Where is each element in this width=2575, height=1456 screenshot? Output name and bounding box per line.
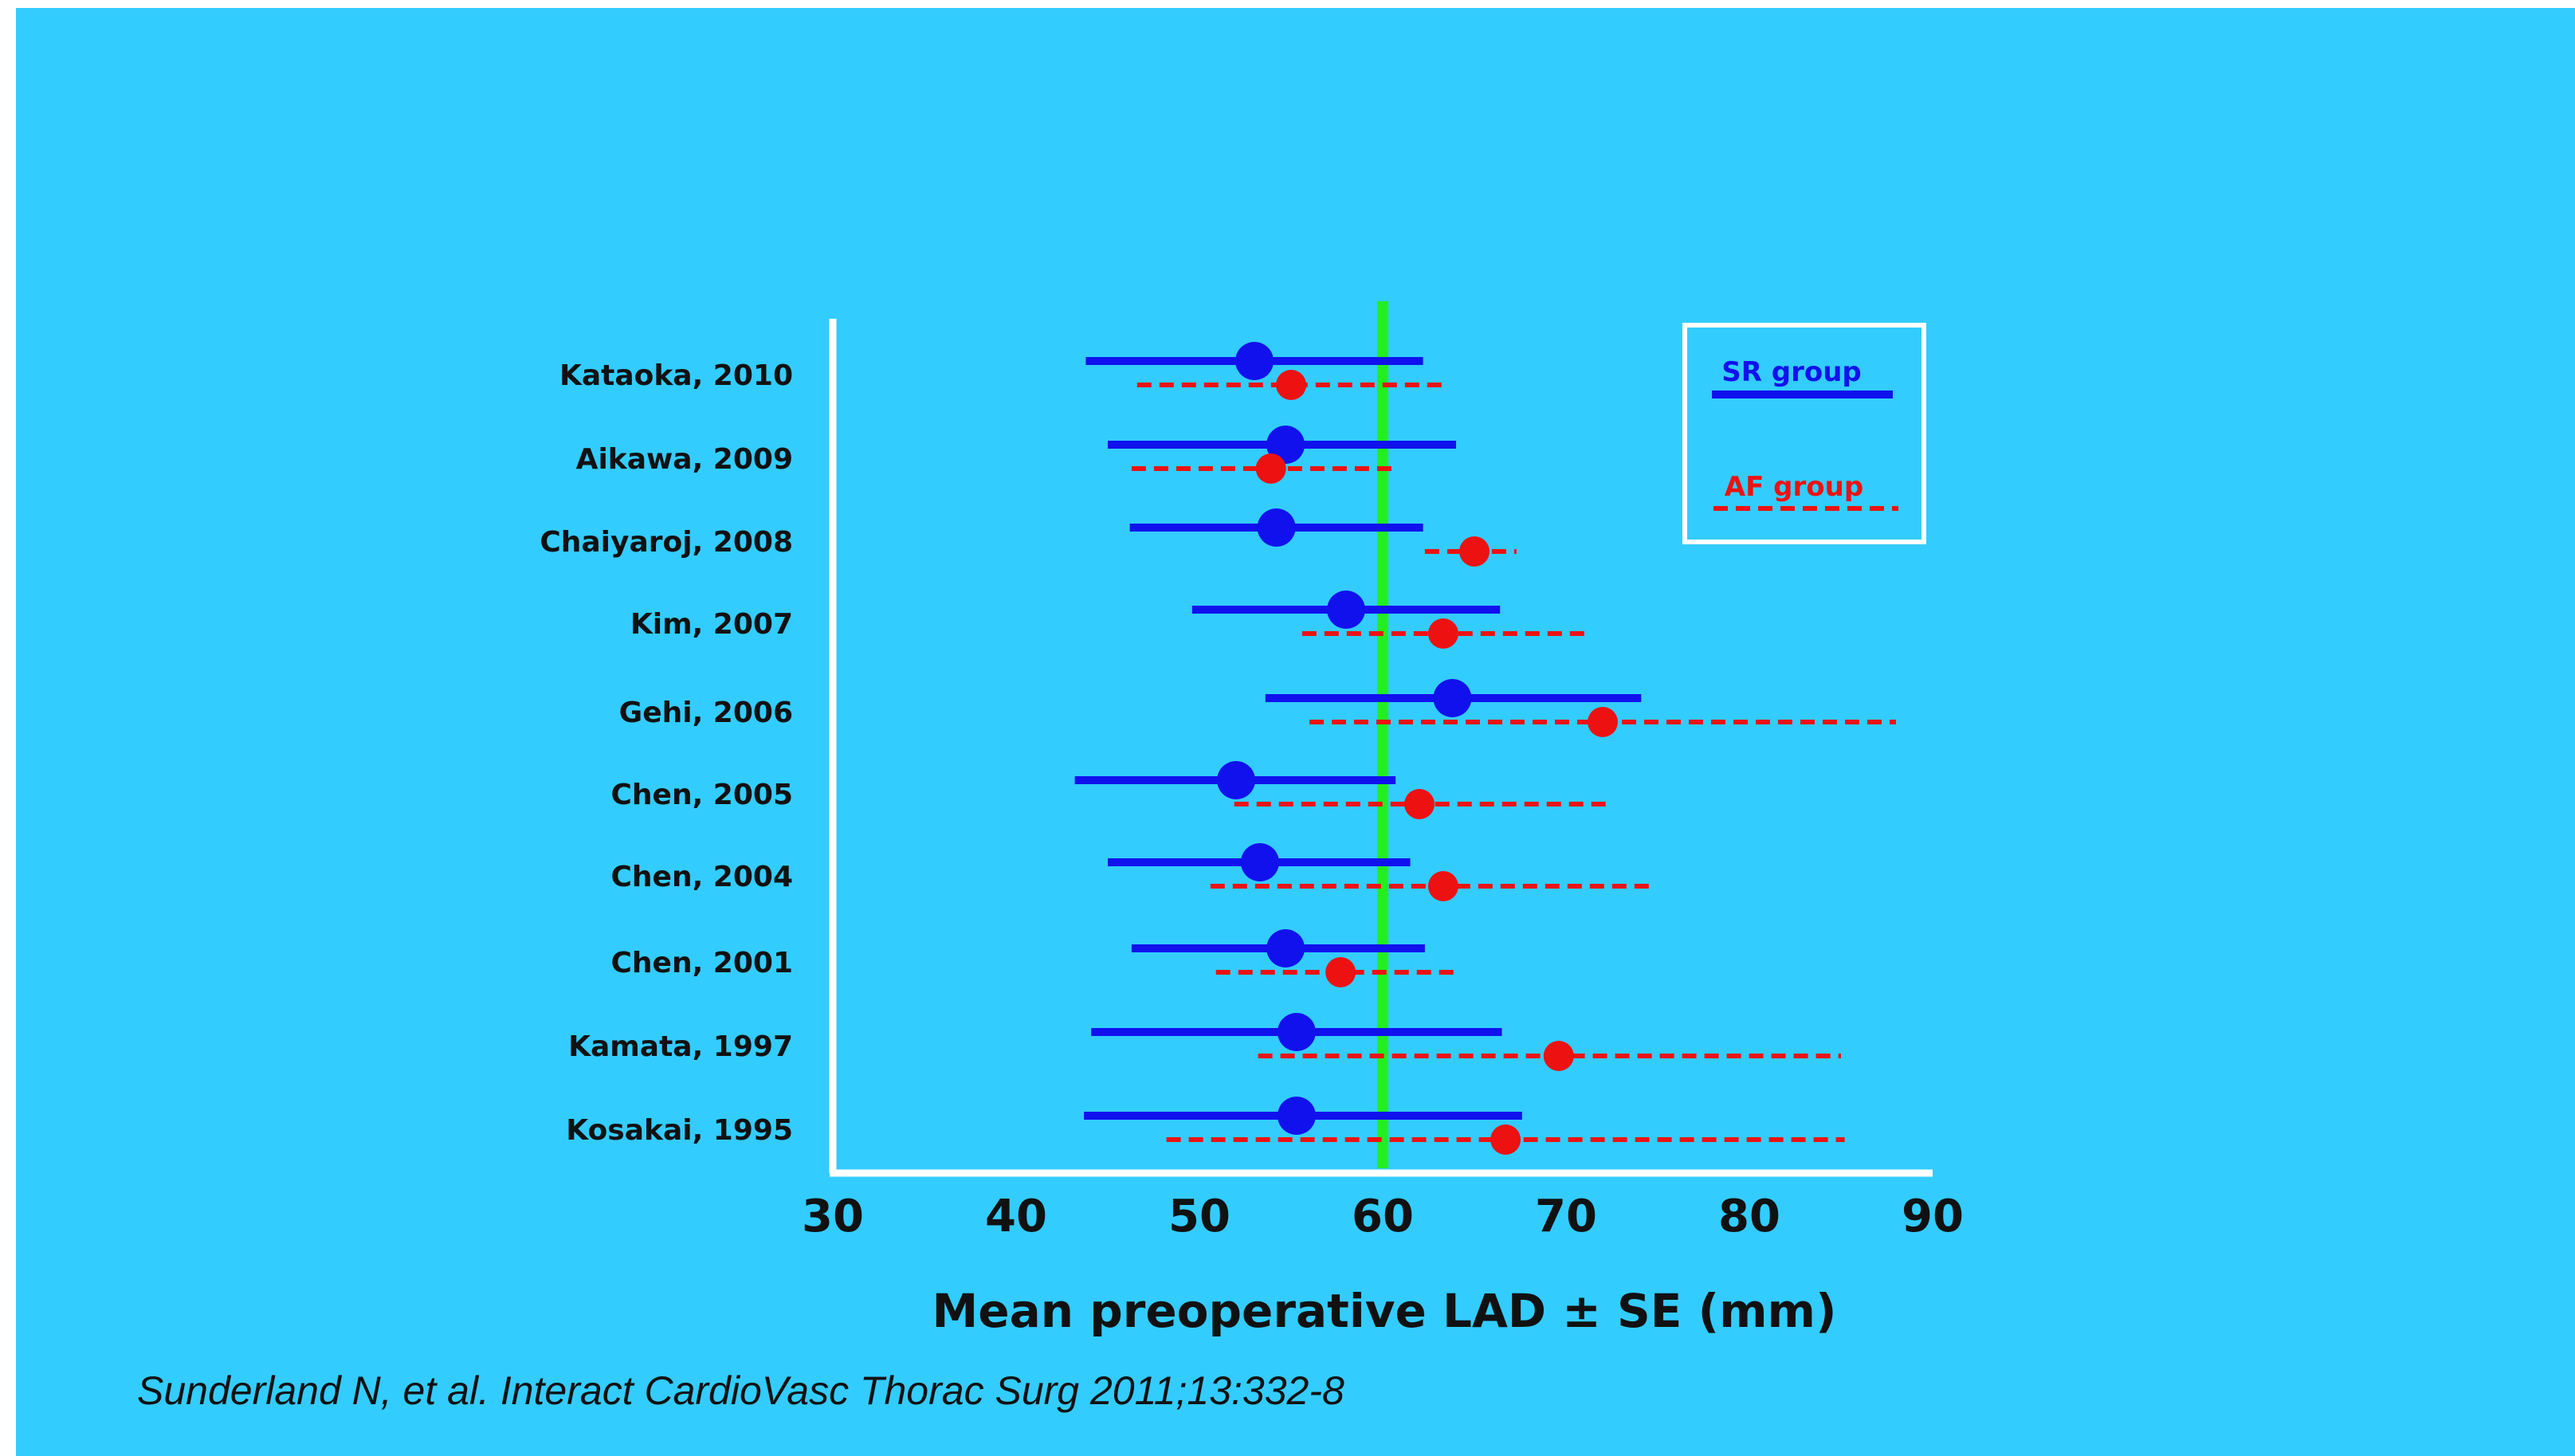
study-label: Chaiyaroj, 2008 (540, 526, 793, 559)
af-mean-point (1543, 1041, 1574, 1071)
study-label: Chen, 2001 (611, 947, 794, 979)
series-marks (1074, 342, 1896, 1155)
citation: Sunderland N, et al. Interact CardioVasc… (137, 1368, 1344, 1413)
sr-mean-point (1327, 591, 1365, 629)
study-label: Kataoka, 2010 (559, 359, 793, 392)
study-label: Gehi, 2006 (619, 697, 793, 729)
af-mean-point (1427, 871, 1458, 901)
x-tick-label: 40 (985, 1191, 1047, 1242)
forest-plot: Kataoka, 2010 Aikawa, 2009 Chaiyaroj, 2008… (540, 301, 1964, 1338)
study-label: Kosakai, 1995 (566, 1114, 793, 1147)
af-mean-point (1459, 536, 1490, 567)
sr-mean-point (1235, 342, 1274, 380)
af-mean-point (1255, 453, 1286, 484)
study-label: Chen, 2004 (611, 861, 794, 893)
legend: SR group AF group (1682, 323, 1926, 544)
study-label: Chen, 2005 (611, 779, 794, 811)
af-mean-point (1427, 618, 1458, 649)
sr-mean-point (1433, 679, 1472, 717)
legend-box (1682, 323, 1926, 544)
slide-background: Kataoka, 2010 Aikawa, 2009 Chaiyaroj, 2008… (16, 8, 2575, 1456)
x-tick-label: 60 (1352, 1191, 1414, 1242)
sr-mean-point (1277, 1097, 1316, 1135)
study-label: Aikawa, 2009 (576, 443, 793, 476)
study-labels: Kataoka, 2010 Aikawa, 2009 Chaiyaroj, 2008… (540, 359, 793, 1147)
study-label: Kamata, 1997 (568, 1030, 793, 1063)
sr-mean-point (1266, 929, 1305, 967)
sr-mean-point (1266, 426, 1305, 464)
x-tick-label: 50 (1168, 1191, 1231, 1242)
af-mean-point (1325, 957, 1356, 987)
sr-mean-point (1240, 843, 1279, 881)
x-tick-label: 30 (802, 1191, 864, 1242)
x-tick-labels: 30 40 50 60 70 80 90 (802, 1191, 1964, 1242)
af-mean-point (1276, 370, 1306, 400)
af-mean-point (1404, 789, 1435, 819)
legend-label-af-group: AF group (1725, 471, 1863, 503)
x-tick-label: 80 (1718, 1191, 1780, 1242)
study-label: Kim, 2007 (630, 608, 793, 641)
sr-mean-point (1257, 508, 1296, 547)
sr-mean-point (1217, 761, 1255, 799)
af-mean-point (1588, 707, 1618, 737)
af-mean-point (1490, 1124, 1521, 1155)
legend-label-sr-group: SR group (1721, 356, 1862, 388)
x-tick-label: 90 (1902, 1191, 1964, 1242)
x-axis-title: Mean preoperative LAD ± SE (mm) (932, 1284, 1837, 1338)
x-tick-label: 70 (1535, 1191, 1597, 1242)
sr-mean-point (1277, 1013, 1316, 1051)
